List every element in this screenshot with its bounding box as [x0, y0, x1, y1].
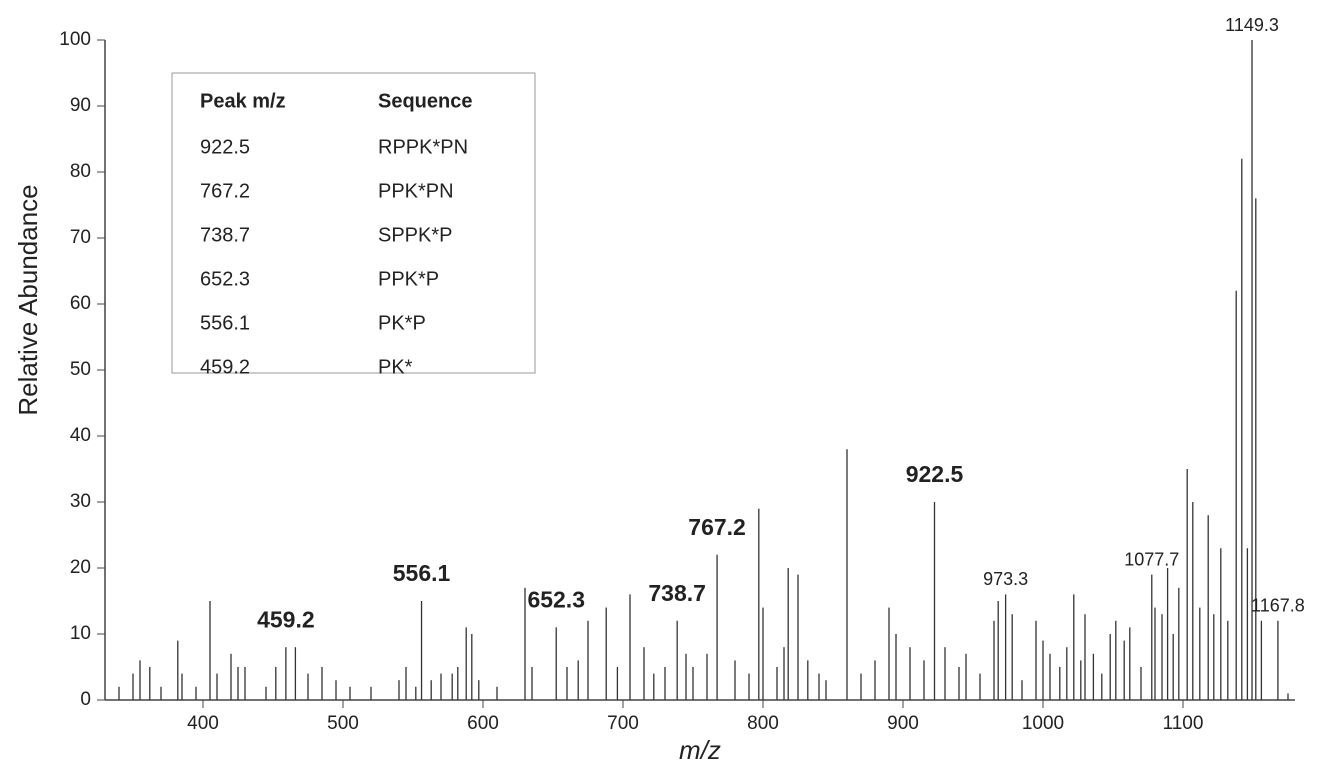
x-tick-label: 900 [887, 713, 919, 734]
y-tick-label: 0 [80, 689, 91, 710]
table-cell: PPK*P [378, 268, 439, 290]
peak-label: 1149.3 [1225, 15, 1279, 35]
table-cell: PK* [378, 356, 413, 378]
x-tick-label: 600 [467, 713, 499, 734]
y-tick-label: 40 [70, 425, 91, 446]
x-tick-label: 400 [187, 713, 219, 734]
peak-label: 556.1 [393, 560, 451, 586]
y-tick-label: 20 [70, 557, 91, 578]
peak-label: 922.5 [906, 461, 964, 487]
table-cell: 652.3 [200, 268, 250, 290]
inset-table-box [171, 72, 536, 374]
table-header: Sequence [378, 90, 472, 112]
peak-label: 1077.7 [1124, 549, 1179, 569]
peak-label: 973.3 [983, 569, 1028, 589]
x-tick-label: 500 [327, 713, 359, 734]
table-cell: 459.2 [200, 356, 250, 378]
peak-label: 1167.8 [1251, 596, 1305, 616]
table-cell: SPPK*P [378, 224, 452, 246]
y-tick-label: 10 [70, 623, 91, 644]
y-axis-title: Relative Abundance [13, 184, 43, 415]
peak-label: 459.2 [257, 606, 315, 632]
x-tick-label: 700 [607, 713, 639, 734]
y-tick-label: 90 [70, 95, 91, 116]
table-cell: PK*P [378, 312, 426, 334]
table-cell: 556.1 [200, 312, 250, 334]
y-tick-label: 30 [70, 491, 91, 512]
peak-label: 767.2 [688, 514, 746, 540]
y-tick-label: 80 [70, 161, 91, 182]
table-cell: 738.7 [200, 224, 250, 246]
x-tick-label: 1100 [1163, 713, 1204, 734]
table-header: Peak m/z [200, 90, 286, 112]
table-cell: RPPK*PN [378, 136, 468, 158]
table-cell: 767.2 [200, 180, 250, 202]
peak-label: 738.7 [648, 580, 706, 606]
peak-label: 652.3 [527, 586, 585, 612]
x-axis-title: m/z [679, 735, 721, 765]
y-tick-label: 50 [70, 359, 91, 380]
table-cell: PPK*PN [378, 180, 454, 202]
table-cell: 922.5 [200, 136, 250, 158]
y-tick-label: 70 [70, 227, 91, 248]
x-tick-label: 1000 [1022, 713, 1064, 734]
x-tick-label: 800 [747, 713, 779, 734]
y-tick-label: 60 [70, 293, 91, 314]
y-tick-label: 100 [59, 29, 91, 50]
